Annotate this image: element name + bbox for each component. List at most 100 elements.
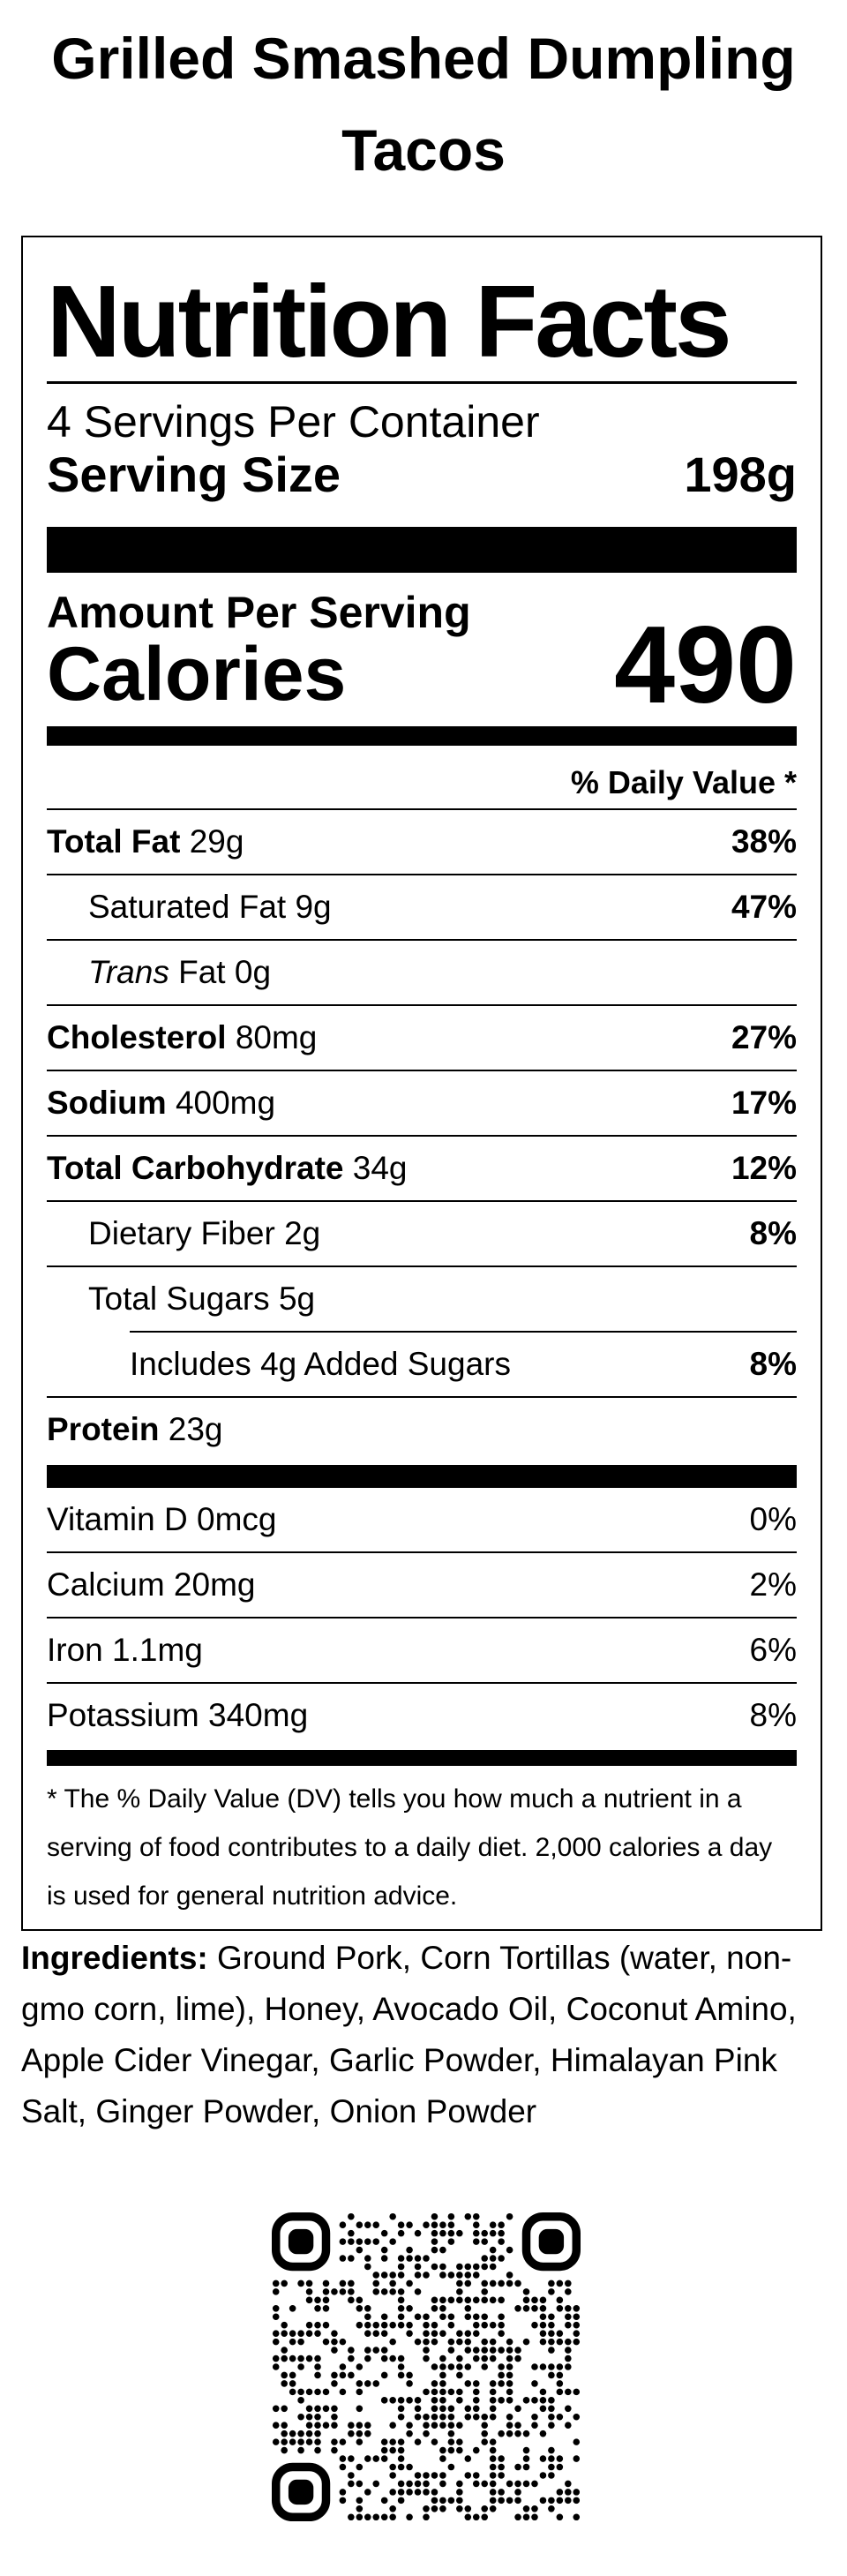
qr-module	[514, 2463, 521, 2471]
qr-module	[314, 2363, 321, 2370]
qr-module	[314, 2438, 321, 2445]
qr-module	[456, 2330, 463, 2337]
qr-module	[322, 2422, 330, 2429]
qr-module	[472, 2472, 480, 2479]
qr-module	[406, 2430, 413, 2437]
vitamin-name-group: Iron 1.1mg	[47, 1632, 203, 1669]
qr-module	[314, 2388, 321, 2396]
qr-module	[481, 2263, 488, 2271]
qr-module	[397, 2489, 405, 2496]
qr-module	[464, 2279, 472, 2287]
qr-module	[297, 2388, 304, 2396]
qr-module	[305, 2330, 313, 2337]
qr-module	[372, 2221, 380, 2228]
qr-module	[498, 2397, 505, 2404]
qr-module	[314, 2371, 321, 2379]
qr-module	[380, 2446, 388, 2454]
qr-module	[514, 2405, 521, 2413]
qr-module	[472, 2513, 480, 2521]
qr-module	[472, 2388, 480, 2396]
qr-module	[364, 2347, 371, 2354]
qr-module	[364, 2321, 371, 2329]
nutrient-amount: 23g	[168, 1411, 223, 1447]
qr-module	[472, 2221, 480, 2228]
qr-module	[314, 2321, 321, 2329]
vitamin-amount: 340mg	[208, 1697, 309, 1733]
qr-module	[423, 2221, 430, 2228]
qr-module	[364, 2513, 371, 2521]
qr-module	[481, 2513, 488, 2521]
qr-module	[456, 2363, 463, 2370]
qr-module	[498, 2463, 505, 2471]
qr-module	[364, 2422, 371, 2429]
qr-module	[464, 2305, 472, 2312]
nutrient-row: Trans Fat 0g	[47, 941, 797, 1006]
qr-module	[297, 2438, 304, 2445]
qr-module	[506, 2388, 513, 2396]
qr-module	[272, 2212, 331, 2272]
qr-module	[414, 2472, 422, 2479]
qr-module	[305, 2279, 313, 2287]
nutrient-dv: 8%	[749, 1215, 797, 1251]
qr-module	[431, 2497, 438, 2505]
vitamin-dv: 6%	[749, 1632, 797, 1668]
qr-module	[522, 2296, 530, 2304]
qr-module	[506, 2380, 513, 2387]
vitamin-row: Vitamin D 0mcg 0%	[47, 1488, 797, 1553]
qr-module	[288, 2479, 314, 2505]
qr-module	[406, 2422, 413, 2429]
qr-module	[339, 2221, 347, 2228]
qr-module	[548, 2371, 555, 2379]
qr-module	[356, 2505, 364, 2512]
vitamin-row: Potassium 340mg 8%	[47, 1684, 797, 1747]
qr-module	[356, 2430, 364, 2437]
qr-module	[380, 2288, 388, 2295]
qr-module	[489, 2380, 497, 2387]
qr-module	[548, 2338, 555, 2346]
qr-module	[489, 2472, 497, 2479]
qr-module	[423, 2330, 430, 2337]
qr-module	[531, 2397, 538, 2404]
qr-module	[439, 2229, 446, 2237]
qr-module	[305, 2296, 313, 2304]
qr-module	[506, 2338, 513, 2346]
qr-module	[472, 2380, 480, 2387]
qr-module	[322, 2338, 330, 2346]
qr-module	[397, 2263, 405, 2271]
qr-module	[439, 2363, 446, 2370]
qr-module	[397, 2321, 405, 2329]
qr-module	[431, 2296, 438, 2304]
qr-module	[322, 2388, 330, 2396]
qr-module	[472, 2347, 480, 2354]
qr-module	[521, 2212, 581, 2272]
qr-module	[439, 2505, 446, 2512]
qr-module	[481, 2430, 488, 2437]
qr-module	[565, 2279, 572, 2287]
qr-module	[364, 2380, 371, 2387]
nutrient-name-group: Includes 4g Added Sugars	[47, 1346, 511, 1383]
vitamin-name-group: Calcium 20mg	[47, 1566, 255, 1603]
qr-module	[339, 2238, 347, 2245]
qr-module	[272, 2313, 280, 2321]
qr-module	[481, 2279, 488, 2287]
qr-module	[389, 2505, 396, 2512]
qr-module	[565, 2497, 572, 2505]
qr-module	[331, 2288, 338, 2295]
qr-module	[514, 2305, 521, 2312]
qr-module	[406, 2480, 413, 2488]
qr-module	[447, 2221, 455, 2228]
qr-module	[439, 2388, 446, 2396]
qr-module	[305, 2430, 313, 2437]
nutrition-label: Nutrition Facts 4 Servings Per Container…	[21, 236, 822, 1931]
qr-module	[506, 2354, 513, 2362]
qr-module	[498, 2371, 505, 2379]
qr-module	[498, 2455, 505, 2462]
qr-module	[372, 2380, 380, 2387]
qr-module	[489, 2480, 497, 2488]
qr-module	[472, 2397, 480, 2404]
qr-module	[314, 2422, 321, 2429]
qr-module	[447, 2413, 455, 2421]
qr-module	[464, 2455, 472, 2462]
qr-module	[565, 2321, 572, 2329]
